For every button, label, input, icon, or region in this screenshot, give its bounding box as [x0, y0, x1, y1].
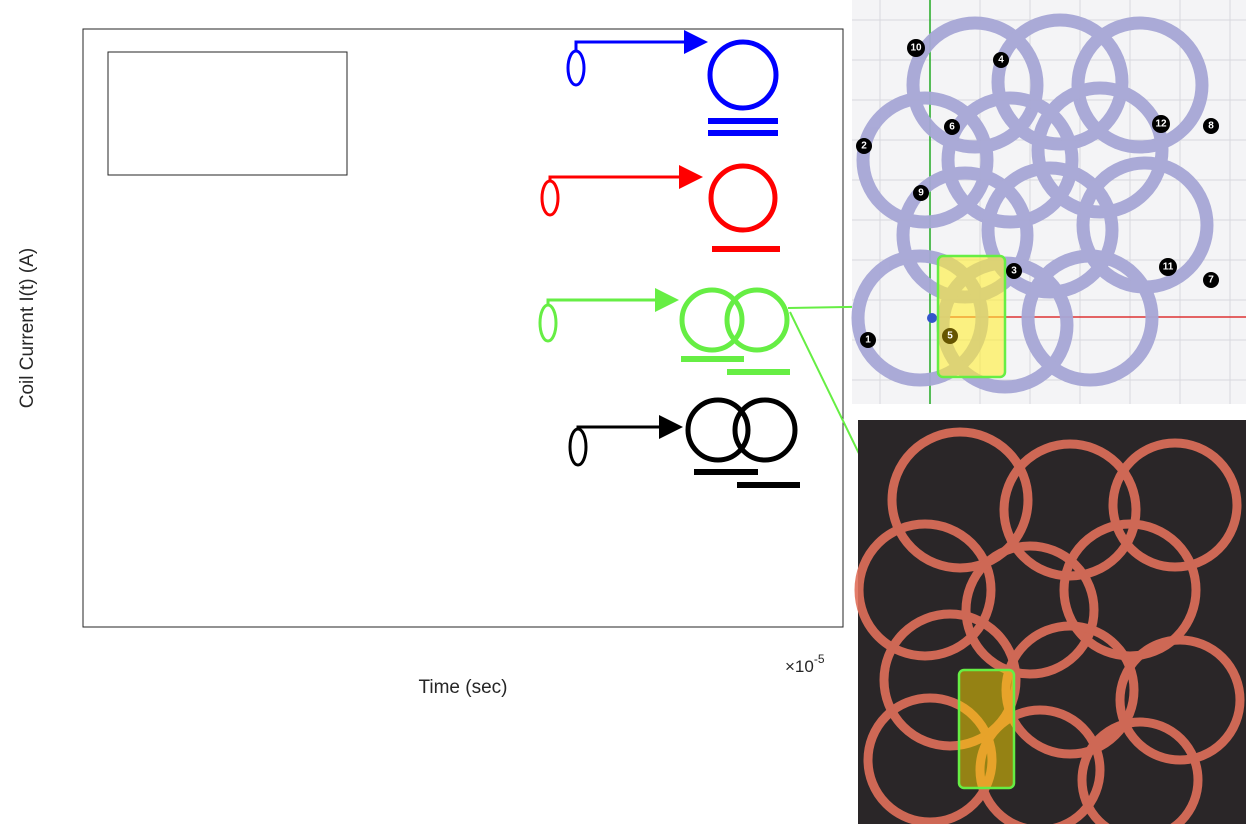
- overlap-highlight: [936, 254, 1007, 379]
- exponent-power: -5: [814, 652, 825, 666]
- red-ring: [708, 163, 778, 233]
- coil-number: 4: [998, 55, 1004, 66]
- x-label: Time (sec): [418, 677, 507, 698]
- coil-number: 7: [1208, 275, 1214, 286]
- coil-layout: 1 2 3 4 5 6 7 8 9 10 11 12: [851, 0, 1246, 404]
- coil-number: 1: [865, 335, 871, 346]
- annotations: [538, 30, 967, 667]
- blue-arrow: [574, 30, 708, 54]
- coil-number: 9: [918, 188, 924, 199]
- coil-number: 5: [947, 331, 953, 342]
- green-ring: [679, 287, 745, 353]
- y-label: Coil Current I(t) (A): [17, 248, 38, 408]
- coil-number: 12: [1155, 119, 1167, 130]
- blue-ring: [707, 39, 779, 111]
- x-exponent: ×10-5: [785, 652, 825, 676]
- coil-number: 11: [1163, 262, 1174, 273]
- exponent-base: ×10: [785, 657, 814, 676]
- black-ring: [732, 397, 798, 463]
- coil-number: 2: [861, 141, 867, 152]
- legend-box: [107, 51, 348, 176]
- coil-number: 8: [1208, 121, 1214, 132]
- overlap-highlight: [957, 668, 1016, 790]
- black-arrow: [576, 415, 683, 439]
- legend: [107, 51, 348, 176]
- coil-numbers: 1 2 3 4 5 6 7 8 9 10 11 12: [856, 39, 1219, 348]
- photo-rings: [854, 427, 1245, 824]
- green-ring: [724, 287, 790, 353]
- coil-photo: [854, 420, 1246, 824]
- red-arrow: [548, 165, 703, 189]
- coil-number: 3: [1011, 266, 1017, 277]
- cad-origin: [927, 313, 937, 323]
- cad-rings: [851, 13, 1214, 394]
- coil-number: 6: [949, 122, 955, 133]
- black-ring: [685, 397, 751, 463]
- green-arrow: [546, 288, 679, 312]
- coil-number: 10: [910, 43, 922, 54]
